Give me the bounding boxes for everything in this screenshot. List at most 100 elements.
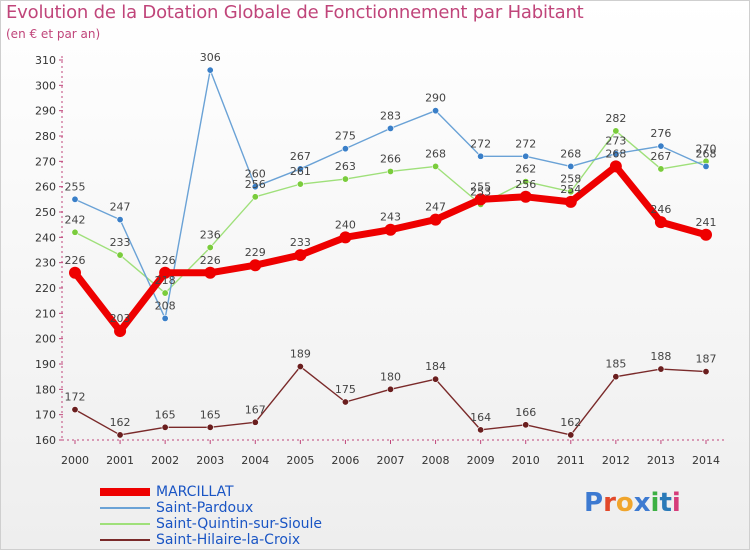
- data-label: 164: [470, 411, 491, 424]
- data-label: 172: [65, 391, 86, 404]
- y-tick-label: 230: [35, 257, 56, 270]
- x-tick-label: 2000: [61, 454, 89, 467]
- data-point: [116, 431, 124, 439]
- data-point: [522, 421, 530, 429]
- legend-swatch: [100, 539, 150, 541]
- data-label: 260: [245, 168, 266, 181]
- legend-swatch: [100, 507, 150, 509]
- y-tick-label: 240: [35, 231, 56, 244]
- data-point: [206, 243, 214, 251]
- data-label: 256: [245, 178, 266, 191]
- data-point: [159, 266, 172, 279]
- data-label: 226: [155, 254, 176, 267]
- data-label: 242: [65, 213, 86, 226]
- data-point: [69, 266, 81, 279]
- data-label: 270: [696, 142, 717, 155]
- x-tick-label: 2002: [151, 454, 179, 467]
- data-label: 162: [560, 416, 581, 429]
- data-label: 283: [380, 109, 401, 122]
- data-label: 240: [335, 218, 356, 231]
- data-label: 241: [696, 216, 717, 229]
- data-point: [386, 167, 394, 175]
- data-point: [567, 431, 575, 439]
- data-point: [567, 188, 575, 196]
- data-label: 306: [200, 51, 221, 64]
- x-tick-label: 2014: [692, 454, 720, 467]
- y-tick-label: 160: [35, 434, 56, 447]
- data-point: [71, 195, 79, 203]
- data-point: [341, 145, 349, 153]
- data-label: 268: [605, 147, 626, 160]
- data-point: [116, 251, 124, 259]
- data-point: [161, 289, 169, 297]
- y-tick-label: 310: [35, 54, 56, 67]
- data-label: 188: [650, 350, 671, 363]
- data-point: [251, 183, 259, 191]
- data-label: 203: [110, 312, 131, 325]
- data-label: 165: [155, 408, 176, 421]
- data-point: [341, 175, 349, 183]
- x-tick-label: 2003: [196, 454, 224, 467]
- data-point: [657, 365, 665, 373]
- legend-swatch: [100, 523, 150, 525]
- data-point: [477, 152, 485, 160]
- data-label: 255: [470, 180, 491, 193]
- chart-title: Evolution de la Dotation Globale de Fonc…: [6, 2, 584, 23]
- x-tick-label: 2010: [512, 454, 540, 467]
- data-point: [341, 398, 349, 406]
- data-label: 268: [696, 147, 717, 160]
- data-label: 184: [425, 360, 446, 373]
- data-point: [702, 368, 710, 376]
- y-tick-label: 210: [35, 307, 56, 320]
- data-point: [612, 373, 620, 381]
- chart-subtitle: (en € et par an): [6, 27, 101, 41]
- data-point: [71, 228, 79, 236]
- data-point: [71, 406, 79, 414]
- y-tick-label: 170: [35, 409, 56, 422]
- data-label: 185: [605, 358, 626, 371]
- data-label: 167: [245, 403, 266, 416]
- data-label: 254: [560, 183, 581, 196]
- data-point: [432, 375, 440, 383]
- x-tick-label: 2007: [377, 454, 405, 467]
- data-point: [339, 231, 352, 244]
- data-label: 272: [515, 137, 536, 150]
- data-point: [296, 180, 304, 188]
- data-label: 243: [380, 211, 401, 224]
- data-label: 165: [200, 408, 221, 421]
- legend-item: Saint-Pardoux: [100, 500, 322, 516]
- data-point: [522, 178, 530, 186]
- legend-swatch: [100, 488, 150, 496]
- y-tick-label: 190: [35, 358, 56, 371]
- x-tick-label: 2009: [467, 454, 495, 467]
- data-point: [654, 216, 667, 229]
- data-label: 258: [560, 173, 581, 186]
- data-label: 290: [425, 92, 446, 105]
- data-label: 162: [110, 416, 131, 429]
- data-label: 226: [200, 254, 221, 267]
- data-label: 262: [515, 163, 536, 176]
- x-tick-label: 2006: [331, 454, 359, 467]
- y-tick-label: 250: [35, 206, 56, 219]
- data-point: [161, 423, 169, 431]
- data-label: 267: [290, 150, 311, 163]
- data-label: 180: [380, 370, 401, 383]
- proxiti-logo: Proxiti: [584, 488, 681, 518]
- data-point: [116, 216, 124, 224]
- data-label: 272: [470, 137, 491, 150]
- y-tick-label: 300: [35, 79, 56, 92]
- legend-item: MARCILLAT: [100, 484, 322, 500]
- data-label: 175: [335, 383, 356, 396]
- data-point: [477, 426, 485, 434]
- legend-label: Saint-Pardoux: [156, 500, 254, 516]
- data-point: [432, 107, 440, 115]
- data-point: [161, 314, 169, 322]
- data-point: [206, 423, 214, 431]
- data-label: 233: [290, 236, 311, 249]
- data-point: [609, 160, 622, 173]
- data-point: [114, 325, 127, 338]
- data-label: 282: [605, 112, 626, 125]
- data-point: [702, 162, 710, 170]
- data-point: [206, 66, 214, 74]
